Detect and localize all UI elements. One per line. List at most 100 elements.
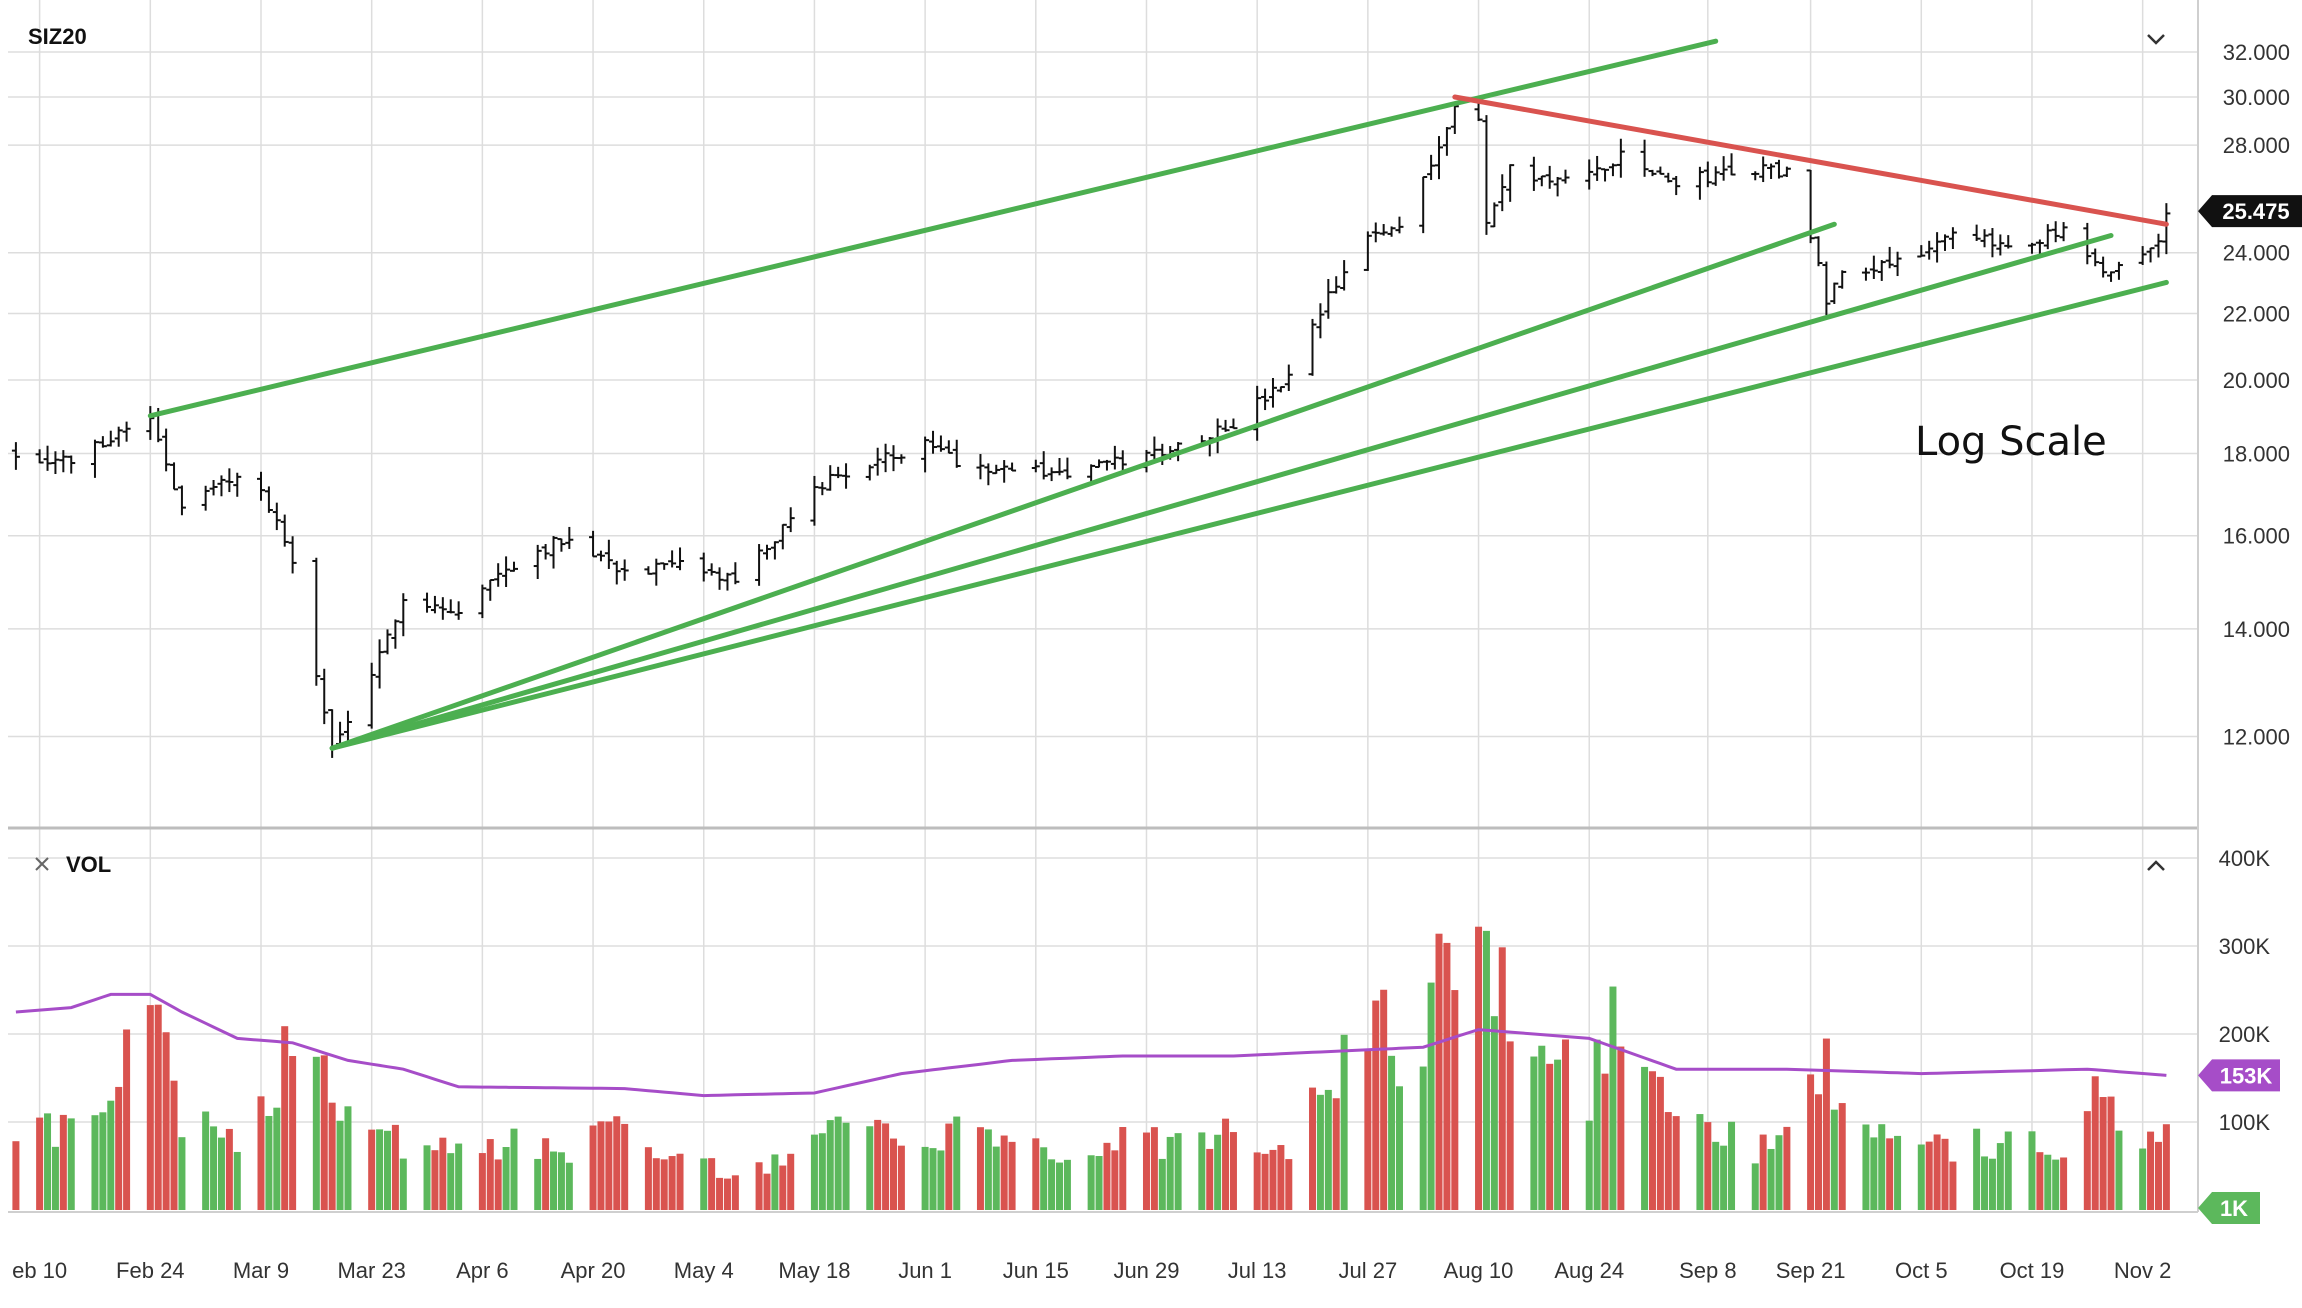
volume-bar (233, 1151, 241, 1210)
price-bar (2027, 242, 2036, 254)
x-tick-label: Aug 24 (1554, 1258, 1624, 1283)
volume-bar (2139, 1148, 2147, 1210)
chevron-down-icon[interactable] (2147, 34, 2165, 45)
price-bar (557, 538, 566, 552)
volume-bar (1712, 1141, 1720, 1210)
price-bar (98, 436, 107, 448)
volume-grid (8, 828, 2198, 1210)
price-bar (312, 557, 321, 686)
volume-bar (1609, 986, 1617, 1210)
volume-bar (1941, 1138, 1949, 1210)
price-bar (1482, 115, 1491, 235)
price-tick-label: 30.000 (2223, 85, 2290, 110)
price-bar (1695, 166, 1704, 200)
trendline-green (329, 279, 2169, 751)
price-bar (549, 536, 558, 569)
volume-bar (589, 1125, 597, 1210)
price-bar (1118, 450, 1127, 472)
volume-bar (1815, 1094, 1823, 1210)
volume-bar (1324, 1089, 1332, 1210)
price-tick-label: 12.000 (2223, 724, 2290, 749)
price-bar (2162, 203, 2171, 255)
volume-bar (1648, 1071, 1656, 1210)
volume-bar (1720, 1145, 1728, 1210)
price-bar (1261, 388, 1270, 411)
volume-bar (597, 1121, 605, 1210)
volume-average (15, 992, 2167, 1098)
volume-bar (1878, 1124, 1886, 1210)
volume-bar (1380, 989, 1388, 1210)
price-bar (952, 439, 961, 468)
volume-bar (328, 1102, 336, 1210)
price-bar (676, 547, 685, 571)
x-tick-label: May 18 (778, 1258, 850, 1283)
price-bar (375, 639, 384, 689)
price-bar (478, 584, 487, 619)
volume-bar (731, 1175, 739, 1210)
price-bar (1711, 166, 1720, 186)
price-bar (1838, 270, 1847, 289)
volume-bar (383, 1130, 391, 1210)
price-bar (486, 579, 495, 601)
price-bar (1284, 364, 1293, 391)
price-bar (936, 435, 945, 452)
price-bar (1221, 419, 1230, 432)
volume-bar (2091, 1076, 2099, 1210)
volume-tick-label: 200K (2219, 1022, 2271, 1047)
price-bar (2051, 221, 2060, 243)
price-bar (723, 572, 732, 591)
volume-bar (12, 1141, 20, 1210)
x-tick-label: Mar 9 (233, 1258, 289, 1283)
volume-close-icon[interactable] (35, 857, 49, 871)
price-bar (1498, 174, 1507, 212)
price-bar (1822, 261, 1831, 316)
volume-bar (2060, 1157, 2068, 1210)
price-bar (1545, 165, 1554, 189)
volume-bar (874, 1119, 882, 1210)
price-bar (944, 440, 953, 454)
price-bar (1363, 231, 1372, 271)
x-tick-label: Sep 21 (1776, 1258, 1846, 1283)
price-bar (1719, 156, 1728, 181)
price-bar (1000, 460, 1009, 483)
last-price-badge: 25.475 (2198, 195, 2302, 228)
volume-bar (478, 1153, 486, 1210)
price-bar (620, 559, 629, 581)
x-tick-label: Jun 15 (1003, 1258, 1069, 1283)
price-bar (2059, 222, 2068, 242)
price-bar (1150, 436, 1159, 462)
volume-bar (1443, 942, 1451, 1210)
price-bar (43, 445, 52, 471)
price-bar (1759, 156, 1768, 183)
price-bar (106, 430, 115, 447)
price-bar (612, 560, 621, 585)
volume-bar (1996, 1143, 2004, 1210)
volume-bar (1656, 1076, 1664, 1210)
price-bar (272, 502, 281, 531)
price-bar (596, 550, 605, 562)
volume-bar (107, 1100, 115, 1210)
volume-bar (660, 1159, 668, 1210)
price-bar (786, 507, 795, 533)
volume-bar (1095, 1156, 1103, 1210)
volume-bar (866, 1126, 874, 1210)
volume-bar (1664, 1112, 1672, 1210)
volume-bar (1063, 1159, 1071, 1210)
price-bar (162, 428, 171, 472)
volume-bar (225, 1128, 233, 1210)
volume-bar (1056, 1162, 1064, 1210)
price-bar (1988, 228, 1997, 258)
price-bar (1593, 155, 1602, 181)
volume-bar (1933, 1134, 1941, 1210)
price-bar (454, 601, 463, 620)
price-bar (233, 472, 242, 497)
price-bar (1917, 245, 1926, 258)
chevron-up-icon[interactable] (2147, 860, 2165, 871)
volume-bar (2154, 1141, 2162, 1210)
price-bar (1031, 459, 1040, 473)
volume-bar (1119, 1127, 1127, 1210)
volume-bar (1008, 1141, 1016, 1210)
volume-bar (1894, 1135, 1902, 1210)
price-bar (1110, 445, 1119, 470)
price-bar (264, 486, 273, 513)
